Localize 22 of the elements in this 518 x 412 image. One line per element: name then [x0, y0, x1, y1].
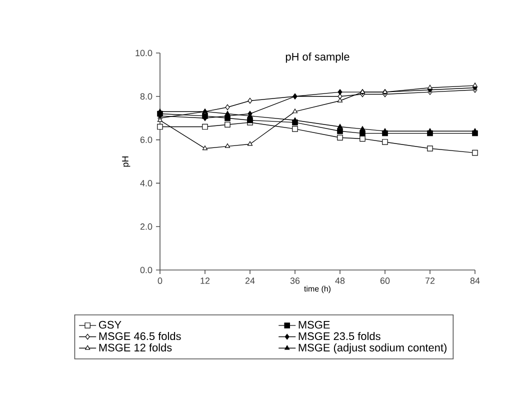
x-tick-label: 60: [380, 278, 390, 284]
y-tick-label: 10.0: [136, 50, 152, 56]
y-tick-label: 8.0: [140, 93, 152, 100]
y-tick-label: 6.0: [140, 136, 152, 143]
legend-label: MSGE 23.5 folds: [298, 332, 380, 340]
x-tick-label: 0: [158, 278, 162, 284]
legend-label: MSGE: [298, 320, 330, 329]
x-tick-label: 24: [245, 278, 255, 284]
legend-label: MSGE 12 folds: [99, 343, 172, 352]
x-tick-label: 12: [200, 278, 210, 284]
legend-label: MSGE 46.5 folds: [99, 332, 181, 340]
legend-label: MSGE (adjust sodium content): [298, 343, 446, 354]
x-tick-label: 72: [425, 278, 435, 284]
y-axis-title: pH: [122, 156, 130, 167]
chart-title: pH of sample: [286, 52, 350, 63]
x-tick-label: 84: [470, 278, 480, 284]
x-tick-label: 48: [335, 278, 345, 284]
y-tick-label: 4.0: [140, 180, 152, 186]
y-tick-label: 0.0: [140, 266, 152, 274]
legend-label: GSY: [98, 320, 122, 329]
x-tick-label: 36: [290, 278, 300, 284]
y-tick-label: 2.0: [140, 223, 152, 230]
